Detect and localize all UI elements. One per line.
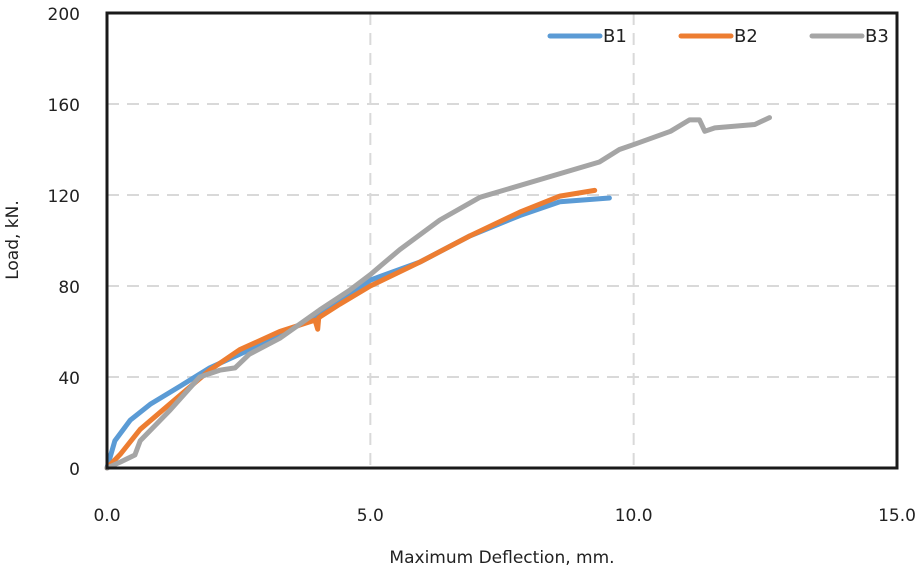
- y-tick-label: 80: [58, 278, 80, 298]
- legend-label-b2: B2: [734, 26, 758, 47]
- series-line-b2: [104, 187, 598, 471]
- x-tick-label: 0.0: [93, 506, 120, 526]
- x-tick-label: 15.0: [878, 506, 916, 526]
- x-tick-label: 10.0: [615, 506, 653, 526]
- y-tick-label: 40: [58, 369, 80, 389]
- plot-border: [105, 11, 899, 470]
- legend-label-b3: B3: [865, 26, 889, 47]
- y-axis-label: Load, kN.: [3, 200, 23, 280]
- y-tick-label: 160: [48, 96, 80, 116]
- legend-label-b1: B1: [603, 26, 627, 47]
- series-line-b3: [104, 115, 772, 471]
- series-lines: [104, 115, 772, 471]
- y-tick-label: 200: [48, 5, 80, 25]
- legend: B1 B2 B3: [547, 26, 889, 47]
- tick-labels: 0 40 80 120 160 200 0.0 5.0 10.0 15.0: [48, 5, 916, 526]
- y-tick-label: 120: [48, 187, 80, 207]
- y-tick-label: 0: [69, 460, 80, 480]
- series-line-b1: [104, 195, 612, 471]
- x-tick-label: 5.0: [357, 506, 384, 526]
- gridlines: [107, 13, 897, 468]
- x-axis-label: Maximum Deflection, mm.: [389, 548, 614, 568]
